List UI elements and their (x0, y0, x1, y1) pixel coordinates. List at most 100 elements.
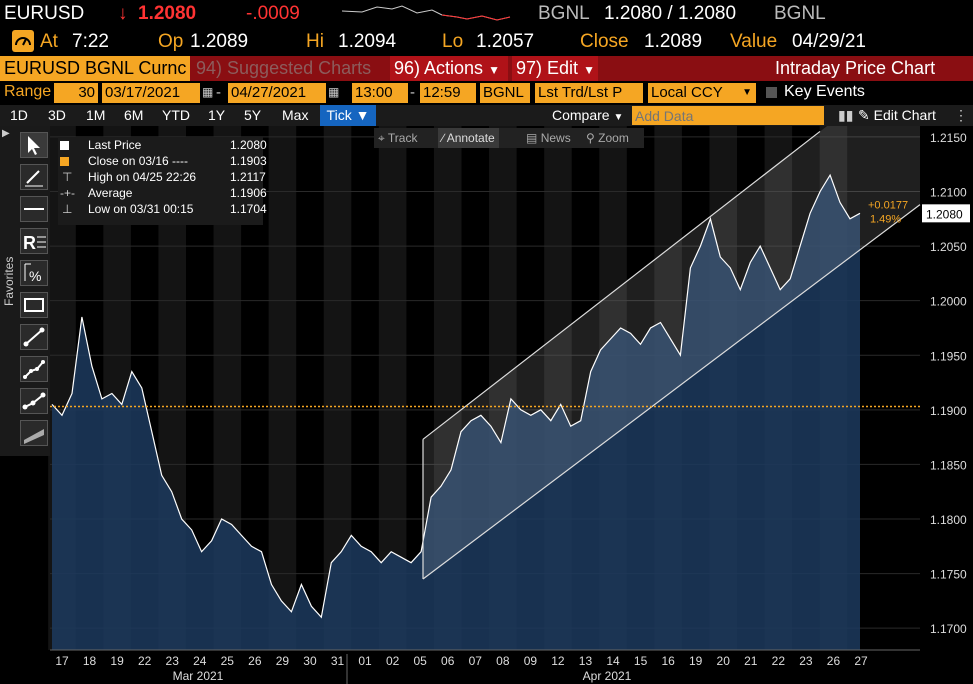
annotate-button[interactable]: ∕ Annotate (438, 128, 499, 148)
pricing-source: BGNL (538, 3, 590, 24)
annotate-label: Annotate (446, 131, 495, 145)
horizontal-line-tool-icon[interactable] (20, 196, 48, 222)
legend-average-label: Average (88, 186, 133, 200)
actions-label: Actions (424, 58, 484, 78)
bid-ask: 1.2080 / 1.2080 (604, 3, 737, 24)
price-line (51, 173, 861, 619)
start-date-field[interactable]: 03/17/2021 (102, 83, 200, 103)
end-date-field[interactable]: 04/27/2021 (228, 83, 326, 103)
end-time-field[interactable]: 12:59 (420, 83, 476, 103)
track-button[interactable]: ⌖ Track (378, 131, 417, 146)
x-tick-label: 30 (303, 654, 317, 668)
currency-dropdown[interactable]: Local CCY ▼ (648, 83, 756, 103)
key-events-label: Key Events (784, 83, 865, 100)
timeframe-5y[interactable]: 5Y (244, 107, 262, 123)
settings-icon[interactable]: ▮▮ (838, 107, 854, 123)
security-field[interactable]: EURUSD BGNL Curnc (0, 56, 190, 81)
pencil-tool-icon[interactable] (20, 164, 48, 190)
quote-header: EURUSD ↓ 1.2080 -.0009 BGNL 1.2080 / 1.2… (0, 0, 973, 28)
collapse-arrow-icon[interactable]: ▶ (2, 128, 10, 139)
y-tick-label: 1.1850 (930, 458, 967, 472)
sparkline (342, 5, 511, 21)
calendar-icon[interactable]: ▦ (328, 85, 340, 99)
add-data-input[interactable] (632, 106, 824, 125)
zoom-button[interactable]: ⚲ Zoom (586, 131, 629, 145)
rectangle-tool-icon[interactable] (20, 292, 48, 318)
legend-low-label: Low on 03/31 00:15 (88, 202, 194, 216)
x-tick-label: 27 (854, 654, 868, 668)
x-tick-label: 16 (661, 654, 675, 668)
y-tick-label: 1.1750 (930, 568, 967, 582)
x-tick-label: 13 (579, 654, 593, 668)
tick-dropdown[interactable]: Tick ▼ (320, 105, 376, 126)
quote-stats: At 7:22 Op 1.2089 Hi 1.2094 Lo 1.2057 Cl… (0, 28, 973, 55)
start-time-field[interactable]: 13:00 (352, 83, 408, 103)
timeframe-1y[interactable]: 1Y (208, 107, 226, 123)
more-options-icon[interactable]: ⋮ (954, 107, 968, 123)
edit-label: Edit (547, 58, 579, 78)
edit-menu[interactable]: 97) Edit ▼ (512, 56, 598, 81)
calendar-icon[interactable]: ▦ (202, 85, 214, 99)
close-label: Close (580, 31, 629, 52)
x-tick-label: 25 (221, 654, 235, 668)
month-label-mar: Mar 2021 (173, 669, 224, 683)
percent-tool-icon[interactable]: % (20, 260, 48, 286)
day-band (268, 126, 297, 650)
value-date: 04/29/21 (792, 31, 866, 52)
open-label: Op (158, 31, 184, 52)
time-dash: - (410, 84, 415, 101)
legend-last-label: Last Price (88, 138, 142, 152)
chevron-down-icon: ▼ (488, 63, 500, 77)
x-tick-label: 23 (166, 654, 180, 668)
timeframe-max[interactable]: Max (282, 107, 309, 123)
polyline-tool-icon[interactable] (20, 388, 48, 414)
actions-num: 96) (394, 58, 421, 78)
zoom-label: Zoom (598, 131, 629, 145)
source-field[interactable]: BGNL (480, 83, 530, 103)
x-tick-label: 29 (276, 654, 290, 668)
actions-menu[interactable]: 96) Actions ▼ (390, 56, 508, 81)
compare-dropdown[interactable]: Compare ▼ (552, 105, 623, 126)
trendline-tool-icon[interactable] (20, 324, 48, 350)
channel-lower-line (422, 204, 921, 580)
legend-close-label: Close on 03/16 ---- (88, 154, 189, 168)
chevron-down-icon: ▼ (583, 63, 595, 77)
price-field[interactable]: Lst Trd/Lst P (535, 83, 643, 103)
x-tick-label: 12 (551, 654, 565, 668)
edit-chart-label: Edit Chart (873, 107, 936, 123)
channel-tool-icon[interactable] (20, 420, 48, 446)
y-tick-label: 1.1900 (930, 404, 967, 418)
close-swatch (60, 157, 69, 166)
key-events-checkbox[interactable] (766, 87, 777, 98)
y-tick-label: 1.1700 (930, 622, 967, 636)
at-value: 7:22 (72, 31, 109, 52)
low-marker-icon: ⊥ (62, 202, 73, 216)
price-area (52, 175, 860, 650)
edit-chart-button[interactable]: ✎ Edit Chart (858, 105, 936, 126)
currency-value: Local CCY (651, 84, 723, 101)
news-label: News (540, 131, 571, 145)
y-tick-label: 1.1800 (930, 513, 967, 527)
range-label: Range (4, 83, 52, 100)
timeframe-1d[interactable]: 1D (10, 107, 28, 123)
chart-legend[interactable]: Last Price 1.2080 Close on 03/16 ---- 1.… (58, 137, 267, 225)
multi-point-tool-icon[interactable] (20, 356, 48, 382)
cursor-tool-icon[interactable] (20, 132, 48, 158)
average-marker-icon: -+- (60, 186, 75, 200)
low-label: Lo (442, 31, 464, 52)
retracement-tool-icon[interactable]: R (20, 228, 48, 254)
x-tick-label: 20 (717, 654, 731, 668)
range-bar: Range 30 03/17/2021 ▦ - 04/27/2021 ▦ 13:… (0, 82, 973, 104)
timeframe-6m[interactable]: 6M (124, 107, 144, 123)
gauge-icon[interactable] (12, 30, 34, 52)
x-tick-label: 01 (358, 654, 372, 668)
timeframe-1m[interactable]: 1M (86, 107, 106, 123)
news-button[interactable]: ▤ News (526, 131, 571, 145)
period-field[interactable]: 30 (54, 83, 98, 103)
pricing-source-2: BGNL (774, 3, 826, 24)
suggested-charts-button[interactable]: 94) Suggested Charts (196, 56, 371, 81)
x-tick-label: 24 (193, 654, 207, 668)
timeframe-3d[interactable]: 3D (48, 107, 66, 123)
timeframe-ytd[interactable]: YTD (162, 107, 190, 123)
svg-text:%: % (29, 268, 41, 284)
